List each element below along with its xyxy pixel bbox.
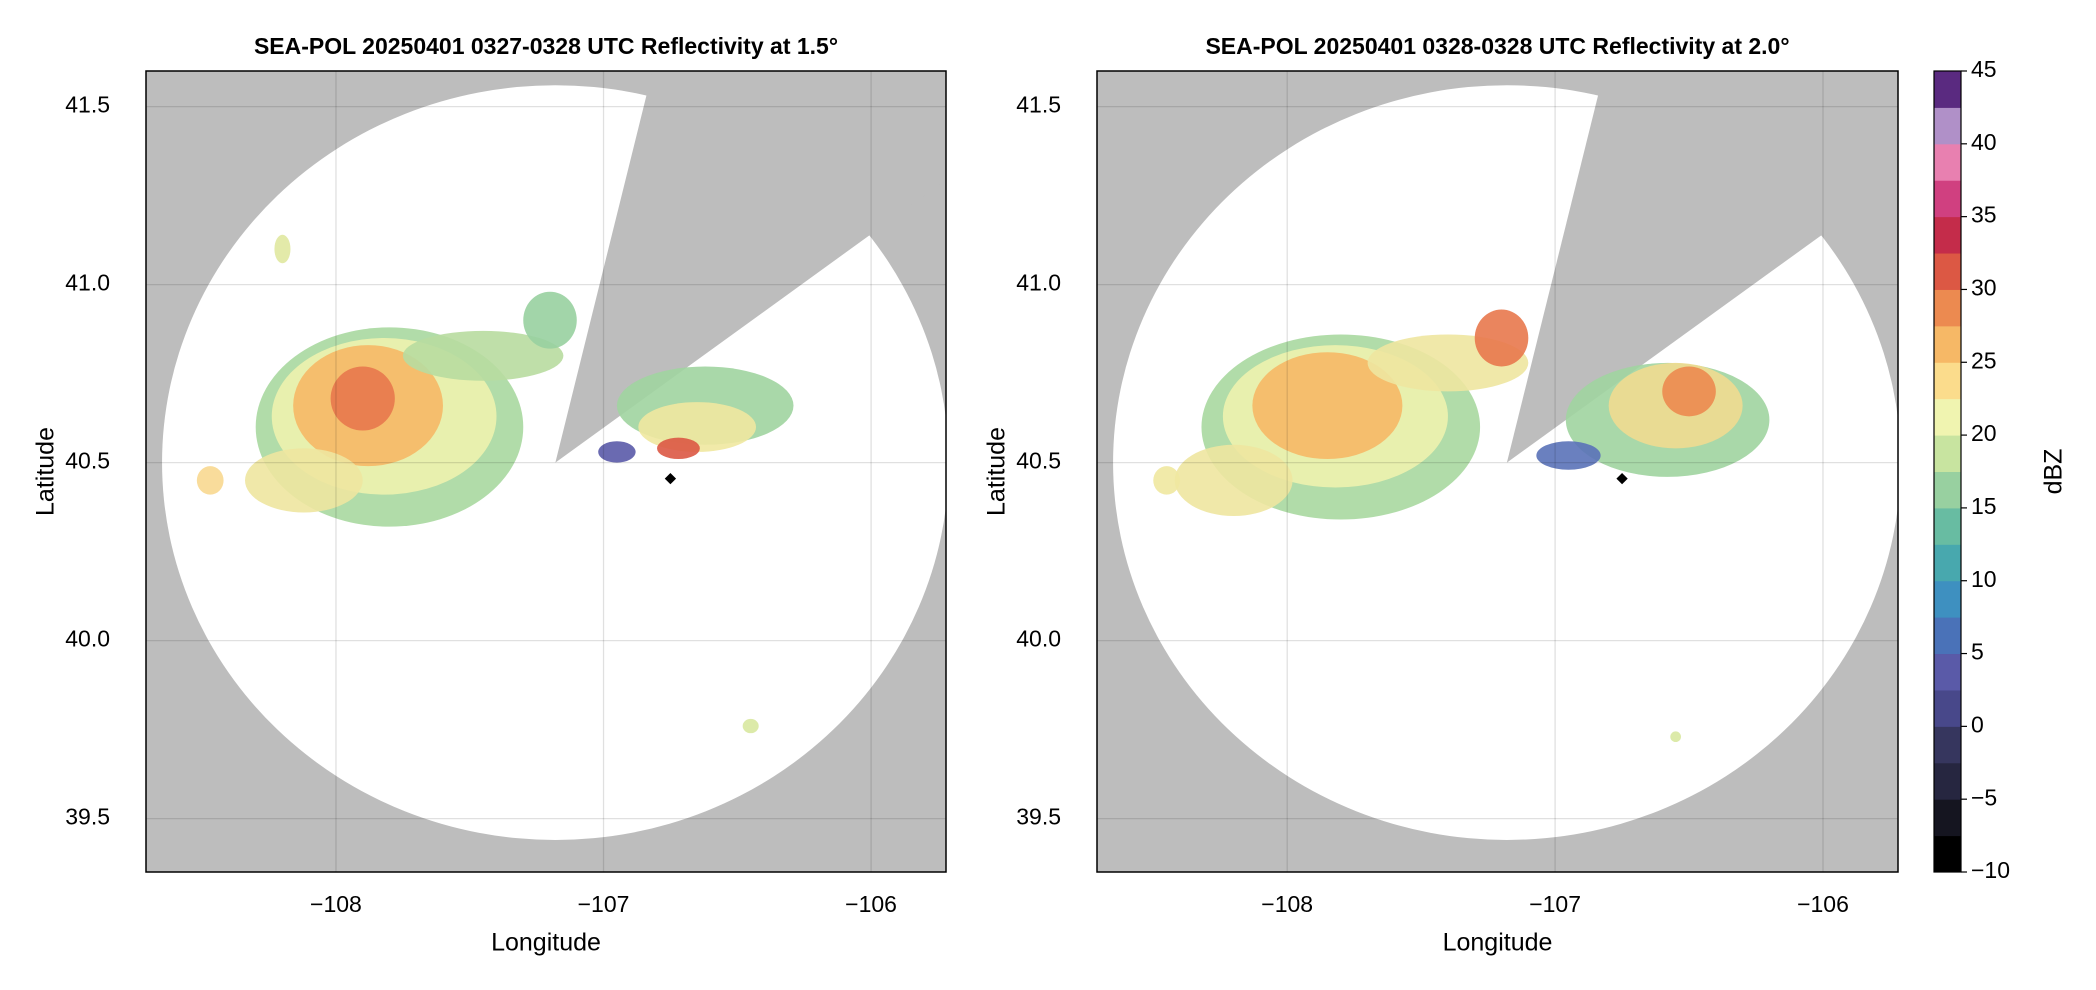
x-axis-label: Longitude bbox=[491, 929, 601, 957]
colorbar-swatch bbox=[1934, 253, 1961, 290]
colorbar-swatch bbox=[1934, 762, 1961, 800]
x-axis-label: Longitude bbox=[1443, 929, 1553, 957]
echo bbox=[742, 718, 759, 734]
echo bbox=[657, 437, 700, 460]
x-tick-label: −108 bbox=[1261, 891, 1313, 917]
echo bbox=[1474, 309, 1529, 367]
y-axis-label: Latitude bbox=[32, 427, 60, 516]
colorbar-tick-label: 10 bbox=[1971, 566, 1997, 592]
y-axis-label: Latitude bbox=[983, 427, 1011, 516]
colorbar-swatch bbox=[1934, 180, 1961, 218]
y-tick-label: 40.0 bbox=[1016, 626, 1061, 652]
y-tick-label: 39.5 bbox=[65, 804, 110, 830]
colorbar-swatch bbox=[1934, 799, 1961, 837]
x-tick-label: −107 bbox=[1529, 891, 1581, 917]
colorbar-swatch bbox=[1934, 617, 1961, 655]
radar-site bbox=[1616, 472, 1628, 485]
x-tick-label: −106 bbox=[1797, 891, 1849, 917]
colorbar-swatch bbox=[1934, 435, 1961, 472]
colorbar-swatch bbox=[1934, 71, 1961, 108]
colorbar-tick-label: −10 bbox=[1971, 857, 2010, 883]
colorbar-swatch bbox=[1934, 544, 1961, 582]
y-tick-label: 41.0 bbox=[65, 270, 110, 296]
y-tick-label: 41.0 bbox=[1016, 270, 1061, 296]
colorbar-tick-label: 15 bbox=[1971, 493, 1997, 519]
colorbar-tick-label: 25 bbox=[1971, 347, 1997, 373]
echo bbox=[598, 441, 636, 463]
echo bbox=[330, 366, 395, 431]
colorbar-swatch bbox=[1934, 507, 1961, 545]
y-tick-label: 40.5 bbox=[65, 448, 110, 474]
colorbar-swatch bbox=[1934, 143, 1961, 181]
colorbar-tick-label: 30 bbox=[1971, 275, 1997, 301]
panel: −108 −107 −106 39.5 40.0 40.5 41.0 41.5 SEA-POL … bbox=[32, 33, 947, 957]
panel: −108 −107 −106 39.5 40.0 40.5 41.0 41.5 SEA-POL … bbox=[983, 33, 1899, 957]
echo bbox=[1662, 366, 1716, 417]
colorbar-swatch bbox=[1934, 835, 1961, 873]
echo bbox=[244, 448, 363, 513]
colorbar-tick-label: 45 bbox=[1971, 56, 1997, 82]
colorbar-tick-label: 40 bbox=[1971, 129, 1997, 155]
plot-area bbox=[146, 71, 946, 872]
x-tick-label: −107 bbox=[578, 891, 630, 917]
colorbar-swatch bbox=[1934, 580, 1961, 618]
echo bbox=[1153, 466, 1181, 495]
chart-title: SEA-POL 20250401 0328-0328 UTC Reflectiv… bbox=[1205, 33, 1789, 59]
x-tick-label: −106 bbox=[845, 891, 897, 917]
y-tick-label: 41.5 bbox=[1016, 92, 1061, 118]
colorbar-swatch bbox=[1934, 216, 1961, 254]
chart-title: SEA-POL 20250401 0327-0328 UTC Reflectiv… bbox=[254, 33, 838, 59]
y-tick-label: 40.5 bbox=[1016, 448, 1061, 474]
frame bbox=[1096, 70, 1899, 873]
plot-area bbox=[1097, 71, 1898, 872]
y-tick-label: 41.5 bbox=[65, 92, 110, 118]
colorbar-swatch bbox=[1934, 689, 1961, 727]
blocked-sector bbox=[555, 71, 946, 463]
colorbar-swatch bbox=[1934, 471, 1961, 509]
colorbar-tick-label: 35 bbox=[1971, 202, 1997, 228]
colorbar-swatch bbox=[1934, 726, 1961, 764]
echo bbox=[196, 466, 224, 495]
colorbar-swatch bbox=[1934, 107, 1961, 145]
colorbar-swatch bbox=[1934, 653, 1961, 691]
colorbar-tick-label: 5 bbox=[1971, 639, 1984, 665]
echo bbox=[402, 330, 564, 381]
echo bbox=[1174, 444, 1293, 516]
y-tick-label: 39.5 bbox=[1016, 804, 1061, 830]
colorbar-swatch bbox=[1934, 289, 1961, 327]
radar-site bbox=[664, 472, 677, 485]
echo bbox=[1536, 441, 1601, 470]
echo bbox=[1670, 731, 1682, 743]
echo bbox=[1252, 352, 1403, 460]
colorbar-swatch bbox=[1934, 362, 1961, 400]
colorbar-frame bbox=[1933, 70, 1962, 873]
echo bbox=[274, 234, 291, 264]
echo bbox=[523, 291, 577, 349]
colorbar-swatch bbox=[1934, 325, 1961, 363]
colorbar: −10 −5 0 5 10 15 20 25 30 35 40 45 dBZ bbox=[1933, 56, 2068, 883]
frame bbox=[145, 70, 947, 873]
y-tick-label: 40.0 bbox=[65, 626, 110, 652]
colorbar-tick-label: 20 bbox=[1971, 420, 1997, 446]
colorbar-tick-label: −5 bbox=[1971, 784, 1997, 810]
colorbar-tick-label: 0 bbox=[1971, 711, 1984, 737]
x-tick-label: −108 bbox=[310, 891, 362, 917]
colorbar-swatch bbox=[1934, 398, 1961, 436]
blocked-sector bbox=[1506, 71, 1898, 463]
colorbar-label: dBZ bbox=[2040, 449, 2068, 495]
